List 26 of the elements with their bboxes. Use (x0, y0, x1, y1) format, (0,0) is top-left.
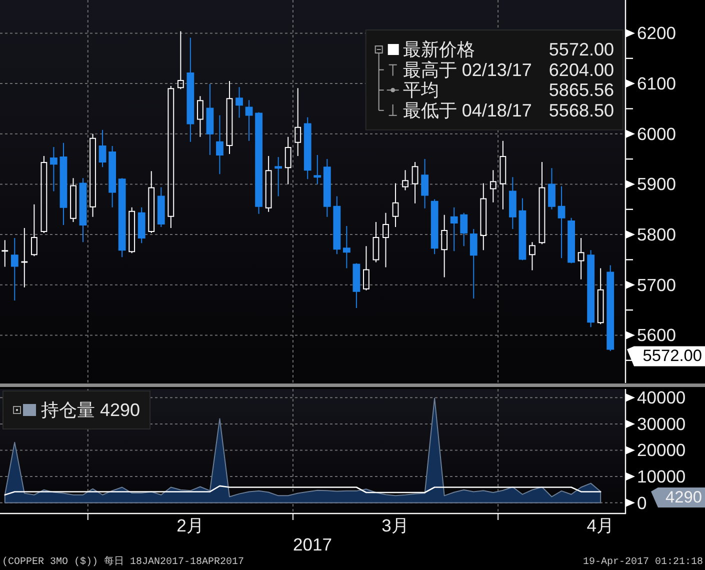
legend: 持仓量 4290 (2, 390, 151, 430)
y-tick-label: 5900 (637, 174, 676, 194)
x-tick-label: 4月 (586, 516, 614, 536)
annotation: 5572.00 (544, 40, 614, 60)
y-tick-label: 6100 (637, 74, 676, 94)
text: 平均 5865.56 (402, 80, 614, 100)
y-tick-label: 20000 (637, 440, 686, 460)
y-tick-label: 5800 (637, 224, 676, 245)
x-tick-label: 2月 (176, 516, 204, 536)
y-tick-label: 30000 (637, 414, 686, 434)
x-tick-label: 3月 (382, 516, 410, 536)
y-tick-label: 0 (637, 492, 647, 513)
y-tick-label: 40000 (637, 388, 686, 408)
x-axis-title: 2017 (293, 534, 332, 554)
y-tick-label: 5700 (637, 274, 676, 295)
text: 最新价格 (402, 40, 475, 60)
y-tick-label: 10000 (637, 466, 686, 486)
y-tick-label: 5600 (637, 325, 676, 346)
last-value-tag: 5572.00 (627, 346, 705, 366)
text: (COPPER 3MO ($)) 每日 18JAN2017-18APR2017 (2, 555, 244, 568)
annotation: 最高于 02/13/17 6204.00 (402, 60, 614, 80)
series-label: 持仓量 4290 (41, 400, 140, 420)
text: 19-Apr-2017 01:21:18 (582, 557, 703, 568)
y-tick-label: 6200 (637, 23, 676, 44)
annotation: 最低于 04/18/17 5568.50 (402, 100, 614, 120)
y-tick-label: 6000 (637, 124, 676, 144)
